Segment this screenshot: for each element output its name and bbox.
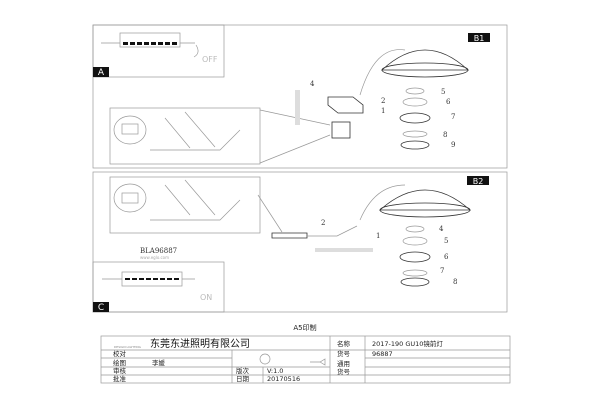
b1-callouts: 4 2 1 5 6 7 8 9 [310, 80, 455, 149]
b2-callouts: 2 1 4 5 6 7 8 [321, 219, 457, 286]
panel-b2-frame [92, 171, 508, 313]
title-block [100, 335, 511, 384]
b1-callout-5: 5 [441, 88, 445, 96]
b2-callout-1: 1 [376, 232, 380, 240]
item-no-label: 货号 [337, 349, 351, 358]
review-label: 审核 [113, 366, 127, 375]
date-value: 20170516 [267, 375, 300, 383]
b2-callout-4: 4 [439, 225, 444, 233]
panel-b1-lamp-exploded [295, 49, 470, 150]
b2-callout-7: 7 [440, 267, 444, 275]
model-code: BLA96887 [140, 247, 177, 255]
b2-callout-5: 5 [444, 237, 448, 245]
b1-callout-2: 2 [381, 97, 385, 105]
drawn-value: 李媛 [152, 358, 166, 367]
panel-label-a: A [98, 68, 105, 78]
panel-b1-wiring-inset [109, 107, 331, 165]
general-label: 通用 [337, 359, 350, 368]
version-label: 版次 [236, 366, 250, 375]
version-value: V:1.0 [267, 367, 283, 375]
switch-off-label: OFF [202, 55, 218, 64]
switch-on-label: ON [200, 293, 212, 302]
panel-b1-frame [92, 24, 508, 169]
panel-c-switch-inset: C ON [92, 261, 225, 313]
b2-callout-8: 8 [453, 278, 457, 286]
b2-callout-6: 6 [444, 253, 449, 261]
panel-b2-lamp-exploded [271, 184, 472, 287]
panel-label-b1: B1 [474, 34, 485, 43]
b1-callout-7: 7 [451, 113, 455, 121]
b2-callout-2: 2 [321, 219, 325, 227]
general-label-2: 货号 [337, 367, 351, 376]
b1-callout-9: 9 [451, 141, 455, 149]
date-label: 日期 [236, 375, 250, 383]
panel-label-c: C [98, 303, 104, 313]
name-label: 名称 [337, 339, 351, 348]
website: www.eglo.com [140, 255, 169, 260]
b1-callout-1: 1 [381, 107, 385, 115]
approve-label: 批准 [113, 374, 127, 383]
b1-callout-4: 4 [310, 80, 315, 88]
b1-callout-8: 8 [443, 131, 447, 139]
check-label: 校对 [113, 349, 127, 358]
print-note: A5印制 [293, 323, 316, 332]
drawn-label: 绘图 [113, 358, 126, 367]
company-logo: DESIGN LIGHTING [114, 345, 142, 349]
company-name: 东莞东进照明有限公司 [150, 337, 250, 350]
b1-callout-6: 6 [446, 98, 451, 106]
panel-b2-wiring-inset [109, 176, 283, 234]
name-value: 2017-190 GU10镜前灯 [372, 339, 443, 348]
panel-a-switch-inset: A OFF [92, 24, 225, 78]
panel-label-b2: B2 [473, 177, 484, 186]
item-no-value: 96887 [372, 350, 393, 358]
